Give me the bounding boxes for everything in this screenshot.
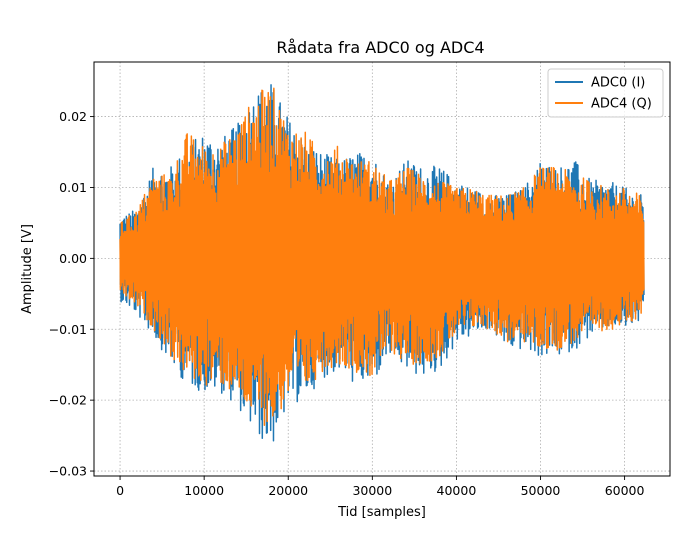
y-tick-label: 0.01 [59, 180, 87, 195]
y-tick-label: 0.00 [59, 251, 87, 266]
x-tick-label: 30000 [352, 483, 392, 498]
y-tick-label: −0.02 [49, 393, 87, 408]
x-axis-label: Tid [samples] [337, 505, 426, 520]
x-tick-label: 0 [116, 483, 124, 498]
legend-label-adc0: ADC0 (I) [591, 76, 645, 91]
y-tick-label: −0.01 [49, 322, 87, 337]
x-tick-label: 10000 [184, 483, 224, 498]
x-tick-label: 60000 [605, 483, 645, 498]
legend: ADC0 (I) ADC4 (Q) [547, 68, 664, 118]
y-tick-label: −0.03 [49, 464, 87, 479]
y-axis-label: Amplitude [V] [20, 224, 35, 314]
x-tick-label: 20000 [268, 483, 308, 498]
plot-frame [93, 61, 671, 477]
x-tick-label: 40000 [437, 483, 477, 498]
chart-title: Rådata fra ADC0 og ADC4 [276, 38, 484, 57]
legend-label-adc4: ADC4 (Q) [591, 97, 652, 112]
x-tick-label: 50000 [521, 483, 561, 498]
tick-layer: 0 10000 20000 30000 40000 50000 60000 −0.03 −0.0… [49, 109, 645, 498]
y-tick-label: 0.02 [59, 109, 87, 124]
series-layer [119, 84, 645, 442]
series-line-1 [119, 87, 645, 427]
